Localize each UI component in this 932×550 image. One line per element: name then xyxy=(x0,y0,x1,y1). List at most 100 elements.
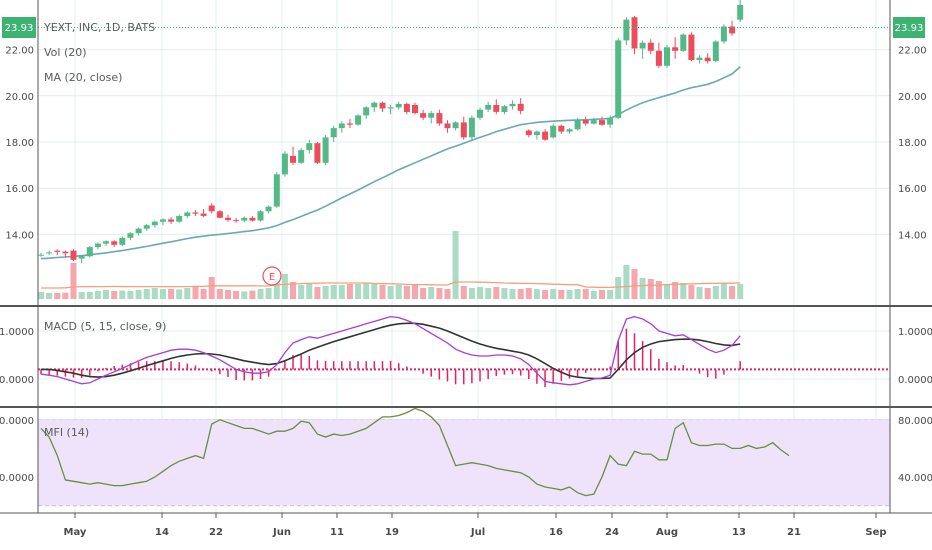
candle[interactable] xyxy=(273,172,280,208)
candle[interactable] xyxy=(111,240,118,248)
candle[interactable] xyxy=(485,101,492,112)
candle[interactable] xyxy=(582,116,589,126)
price-axis-labels[interactable]: 14.00 14.00 16.00 16.00 18.00 18.00 20.00 20.00… xyxy=(5,46,926,242)
candle[interactable] xyxy=(200,209,207,218)
candle[interactable] xyxy=(517,98,524,115)
candle[interactable] xyxy=(290,146,296,166)
candle[interactable] xyxy=(78,255,85,264)
candle[interactable] xyxy=(615,38,622,119)
candle[interactable] xyxy=(143,224,150,231)
candle[interactable] xyxy=(314,142,321,164)
candle[interactable] xyxy=(54,249,61,256)
candle[interactable] xyxy=(501,105,508,115)
candle[interactable] xyxy=(184,211,191,219)
candle[interactable] xyxy=(216,210,223,219)
candle[interactable] xyxy=(70,249,77,261)
candle[interactable] xyxy=(151,220,158,228)
candle[interactable] xyxy=(720,24,727,44)
candle[interactable] xyxy=(135,227,142,236)
candle[interactable] xyxy=(160,218,166,226)
symbol-legend[interactable]: YEXT, INC, 1D, BATS xyxy=(43,21,155,34)
candle[interactable] xyxy=(712,40,719,63)
candle[interactable] xyxy=(379,101,386,112)
candle[interactable] xyxy=(38,252,44,257)
candle[interactable] xyxy=(542,129,549,141)
candle[interactable] xyxy=(664,45,670,69)
candle[interactable] xyxy=(371,101,378,112)
candle[interactable] xyxy=(509,100,516,110)
candle[interactable] xyxy=(62,250,69,258)
candle[interactable] xyxy=(412,102,418,115)
candle-body xyxy=(338,123,345,129)
candle[interactable] xyxy=(468,115,475,140)
candle[interactable] xyxy=(249,215,256,222)
candle[interactable] xyxy=(704,53,711,64)
candle[interactable] xyxy=(363,106,370,119)
candle[interactable] xyxy=(647,39,654,55)
candle[interactable] xyxy=(558,124,565,134)
candle[interactable] xyxy=(460,116,467,140)
candle[interactable] xyxy=(403,102,410,115)
ma-legend[interactable]: MA (20, close) xyxy=(44,71,122,84)
candle[interactable] xyxy=(655,42,662,69)
candle[interactable] xyxy=(265,205,272,214)
candle[interactable] xyxy=(493,99,500,115)
candle[interactable] xyxy=(607,115,614,129)
candle[interactable] xyxy=(590,117,597,125)
candle[interactable] xyxy=(192,210,199,216)
candle[interactable] xyxy=(566,128,573,134)
candle[interactable] xyxy=(680,33,687,52)
candle[interactable] xyxy=(176,214,183,223)
candle-body xyxy=(664,47,670,66)
candle[interactable] xyxy=(599,116,605,126)
candle[interactable] xyxy=(241,216,248,223)
time-axis-labels[interactable]: May 14 22 Jun 11 19 Jul 16 24 Aug 13 21 Sep xyxy=(64,513,887,538)
candle-body xyxy=(517,103,524,111)
candle[interactable] xyxy=(127,232,134,241)
candle[interactable] xyxy=(119,236,126,246)
candle[interactable] xyxy=(257,210,264,222)
candle[interactable] xyxy=(452,121,459,131)
candle[interactable] xyxy=(525,129,532,138)
candle[interactable] xyxy=(631,16,638,55)
candle[interactable] xyxy=(688,32,695,62)
candle[interactable] xyxy=(86,246,93,258)
candle[interactable] xyxy=(233,217,240,223)
candle[interactable] xyxy=(168,217,175,224)
candle[interactable] xyxy=(281,151,288,177)
candle[interactable] xyxy=(94,242,101,250)
candle[interactable] xyxy=(477,107,483,121)
volume-legend[interactable]: Vol (20) xyxy=(44,46,87,59)
candle[interactable] xyxy=(696,55,703,64)
candle[interactable] xyxy=(330,125,337,142)
candle[interactable] xyxy=(387,105,394,115)
earnings-marker[interactable]: E xyxy=(262,266,282,286)
candle[interactable] xyxy=(729,20,736,36)
candle[interactable] xyxy=(533,130,540,140)
candle[interactable] xyxy=(420,109,427,121)
candle[interactable] xyxy=(672,36,679,59)
candle[interactable] xyxy=(550,123,557,139)
candle[interactable] xyxy=(428,110,435,124)
candle[interactable] xyxy=(737,0,744,22)
mfi-legend[interactable]: MFI (14) xyxy=(44,426,89,439)
candle[interactable] xyxy=(395,101,402,110)
candle[interactable] xyxy=(346,118,353,129)
candle[interactable] xyxy=(298,147,305,164)
candle[interactable] xyxy=(225,214,231,222)
candle[interactable] xyxy=(355,114,362,126)
candle[interactable] xyxy=(444,120,451,133)
candle[interactable] xyxy=(623,17,630,45)
candle[interactable] xyxy=(306,139,313,154)
candle[interactable] xyxy=(103,240,109,246)
macd-legend[interactable]: MACD (5, 15, close, 9) xyxy=(44,320,166,333)
candlesticks[interactable] xyxy=(38,0,744,264)
candle[interactable] xyxy=(46,250,53,256)
candle[interactable] xyxy=(436,109,443,126)
candle[interactable] xyxy=(574,117,581,131)
candle[interactable] xyxy=(208,203,215,214)
candle[interactable] xyxy=(639,40,646,59)
candle[interactable] xyxy=(338,121,345,133)
candle[interactable] xyxy=(322,135,329,166)
